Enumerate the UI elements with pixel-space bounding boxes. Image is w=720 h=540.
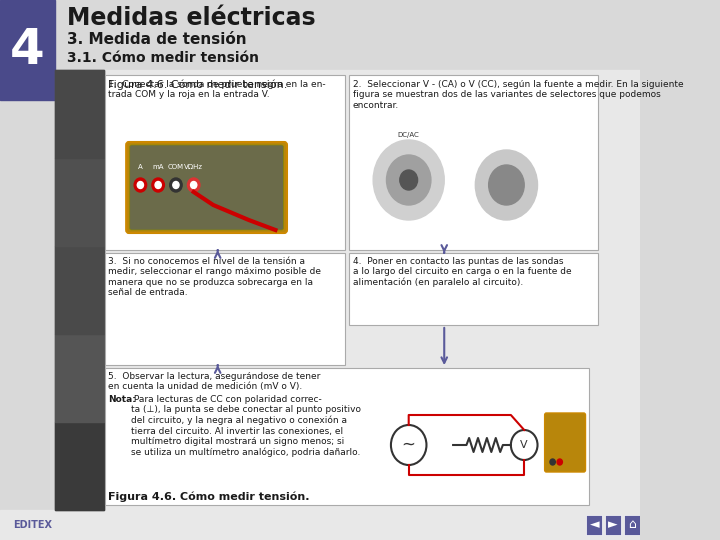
Circle shape bbox=[155, 181, 161, 188]
FancyBboxPatch shape bbox=[586, 515, 603, 535]
Circle shape bbox=[191, 181, 197, 188]
FancyBboxPatch shape bbox=[624, 515, 639, 535]
FancyBboxPatch shape bbox=[126, 142, 287, 233]
Circle shape bbox=[400, 170, 418, 190]
Text: Figura 4.6. Cómo medir tensión.: Figura 4.6. Cómo medir tensión. bbox=[109, 491, 310, 502]
FancyBboxPatch shape bbox=[105, 253, 345, 365]
FancyBboxPatch shape bbox=[544, 413, 585, 472]
Bar bbox=[0, 510, 639, 540]
Text: Medidas eléctricas: Medidas eléctricas bbox=[67, 6, 315, 30]
Text: 4.  Poner en contacto las puntas de las sondas
a lo largo del circuito en carga : 4. Poner en contacto las puntas de las s… bbox=[353, 257, 572, 287]
Circle shape bbox=[557, 459, 562, 465]
Bar bbox=[55, 70, 639, 510]
Circle shape bbox=[387, 155, 431, 205]
Text: COM: COM bbox=[168, 164, 184, 170]
Text: 3.1. Cómo medir tensión: 3.1. Cómo medir tensión bbox=[67, 51, 258, 65]
Circle shape bbox=[373, 140, 444, 220]
Text: V: V bbox=[521, 440, 528, 450]
FancyBboxPatch shape bbox=[349, 75, 598, 250]
Text: ◄: ◄ bbox=[590, 518, 599, 531]
Text: 2.  Seleccionar V - (CA) o V (CC), según la fuente a medir. En la siguiente
figu: 2. Seleccionar V - (CA) o V (CC), según … bbox=[353, 80, 683, 110]
Text: EDITEX: EDITEX bbox=[14, 520, 53, 530]
FancyBboxPatch shape bbox=[130, 145, 284, 230]
Text: VΩHz: VΩHz bbox=[184, 164, 203, 170]
Circle shape bbox=[489, 165, 524, 205]
Bar bbox=[55, 70, 104, 510]
Bar bbox=[55, 334, 104, 422]
Bar bbox=[0, 0, 55, 100]
Bar bbox=[55, 246, 104, 334]
Text: 1.  Conectar la sonda de prueba negra en la en-
trada COM y la roja en la entrad: 1. Conectar la sonda de prueba negra en … bbox=[109, 80, 326, 99]
Text: A: A bbox=[138, 164, 143, 170]
Text: ►: ► bbox=[608, 518, 618, 531]
Circle shape bbox=[475, 150, 538, 220]
Circle shape bbox=[187, 178, 200, 192]
Bar bbox=[55, 422, 104, 510]
Text: Figura 4.6. Cómo medir tensión.: Figura 4.6. Cómo medir tensión. bbox=[109, 80, 288, 91]
Text: Para lecturas de CC con polaridad correc-
ta (⊥), la punta se debe conectar al p: Para lecturas de CC con polaridad correc… bbox=[132, 395, 361, 457]
Circle shape bbox=[138, 181, 143, 188]
Bar bbox=[55, 158, 104, 246]
Circle shape bbox=[170, 178, 182, 192]
Text: mA: mA bbox=[153, 164, 164, 170]
Bar bbox=[55, 70, 104, 158]
Text: ~: ~ bbox=[402, 436, 415, 454]
Text: DC/AC: DC/AC bbox=[398, 132, 420, 138]
Circle shape bbox=[550, 459, 555, 465]
Circle shape bbox=[134, 178, 147, 192]
Circle shape bbox=[173, 181, 179, 188]
Text: 4: 4 bbox=[10, 26, 45, 74]
Text: ⌂: ⌂ bbox=[628, 518, 636, 531]
Text: 3.  Si no conocemos el nivel de la tensión a
medir, seleccionar el rango máximo : 3. Si no conocemos el nivel de la tensió… bbox=[109, 257, 321, 297]
Text: 3. Medida de tensión: 3. Medida de tensión bbox=[67, 31, 246, 46]
Bar bbox=[0, 0, 639, 100]
FancyBboxPatch shape bbox=[105, 368, 589, 505]
Text: 5.  Observar la lectura, asegurándose de tener
en cuenta la unidad de medición (: 5. Observar la lectura, asegurándose de … bbox=[109, 372, 321, 391]
FancyBboxPatch shape bbox=[105, 75, 345, 250]
FancyBboxPatch shape bbox=[605, 515, 621, 535]
FancyBboxPatch shape bbox=[349, 253, 598, 325]
Text: Nota:: Nota: bbox=[109, 395, 136, 404]
Circle shape bbox=[152, 178, 164, 192]
